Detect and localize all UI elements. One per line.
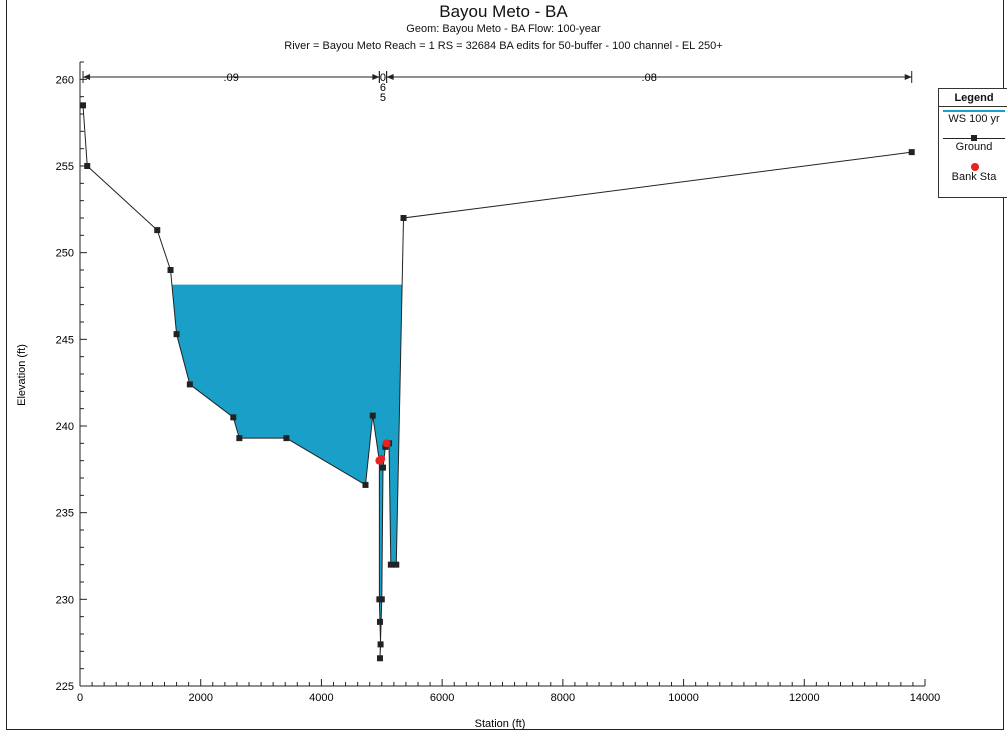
manning-arrow-left <box>386 74 394 80</box>
legend-title: Legend <box>939 89 1007 107</box>
manning-label: .08 <box>642 72 657 84</box>
ground-point-16 <box>378 596 385 603</box>
ground-point-10 <box>369 412 376 419</box>
x-tick-label: 12000 <box>789 692 820 704</box>
ground-point-21 <box>393 561 400 568</box>
water-fill <box>172 285 403 659</box>
axis-ticks: 0 2000 4000 6000 8000 10000 12000 14000 225 230 23… <box>56 61 941 704</box>
ground-point-17 <box>379 464 386 471</box>
ground-point-6 <box>230 414 237 421</box>
ground-point-9 <box>362 481 369 488</box>
x-tick-label: 2000 <box>188 692 212 704</box>
y-tick-label: 230 <box>56 594 74 606</box>
ground-point-4 <box>173 331 180 338</box>
ground-point-2 <box>154 227 161 234</box>
legend-bank-label: Bank Sta <box>951 171 997 183</box>
x-tick-label: 0 <box>77 692 83 704</box>
bank-point-1 <box>377 454 386 463</box>
ground-point-7 <box>236 435 243 442</box>
manning-arrow-left <box>83 74 91 80</box>
x-tick-label: 14000 <box>910 692 941 704</box>
ground-point-23 <box>908 149 915 156</box>
chart-title: Bayou Meto - BA <box>439 2 568 21</box>
y-tick-label: 245 <box>56 334 74 346</box>
y-tick-label: 235 <box>56 508 74 520</box>
manning-n-annotations: .09 0 6 5 .08 <box>82 71 913 104</box>
ground-point-8 <box>283 435 290 442</box>
ground-profile <box>80 102 915 662</box>
y-tick-label: 260 <box>56 74 74 86</box>
ground-point-20 <box>387 561 394 568</box>
ground-point-15 <box>376 655 383 662</box>
y-tick-label: 225 <box>56 681 74 693</box>
ground-point-0 <box>80 102 87 109</box>
x-tick-label: 6000 <box>430 692 454 704</box>
ground-point-3 <box>167 267 174 273</box>
water-surface-area <box>172 284 403 659</box>
legend-ws-label: WS 100 yr <box>948 113 1000 125</box>
manning-arrow-right <box>372 74 380 80</box>
legend-item-bank: Bank Sta <box>939 163 1007 191</box>
x-tick-label: 4000 <box>309 692 333 704</box>
ground-point-1 <box>84 163 91 169</box>
bank-stations <box>375 439 391 465</box>
legend: Legend WS 100 yr Ground Bank Sta <box>938 88 1007 198</box>
y-tick-label: 240 <box>56 421 74 433</box>
x-tick-label: 8000 <box>551 692 575 704</box>
legend-ground-label: Ground <box>955 141 993 153</box>
manning-arrow-right <box>904 74 912 80</box>
y-tick-label: 255 <box>56 161 74 173</box>
y-axis-label: Elevation (ft) <box>16 344 28 406</box>
ground-point-13 <box>376 618 383 625</box>
bank-point-2 <box>382 439 391 448</box>
chart-subtitle: Geom: Bayou Meto - BA Flow: 100-year <box>406 23 601 35</box>
legend-item-ground: Ground <box>939 135 1007 163</box>
manning-label: .09 <box>224 72 239 84</box>
x-tick-label: 10000 <box>668 692 699 704</box>
ground-point-22 <box>400 215 407 221</box>
chart-info-line: River = Bayou Meto Reach = 1 RS = 32684 … <box>284 40 723 52</box>
ground-point-14 <box>377 641 384 648</box>
plot-frame <box>6 0 1004 730</box>
legend-ws-swatch <box>943 110 1005 112</box>
x-axis-label: Station (ft) <box>475 718 526 730</box>
y-tick-label: 250 <box>56 248 74 260</box>
legend-bank-marker <box>971 163 979 171</box>
ground-point-5 <box>186 381 193 388</box>
ground-line <box>82 105 912 659</box>
legend-item-ws: WS 100 yr <box>939 107 1007 135</box>
legend-ground-marker <box>971 135 977 141</box>
